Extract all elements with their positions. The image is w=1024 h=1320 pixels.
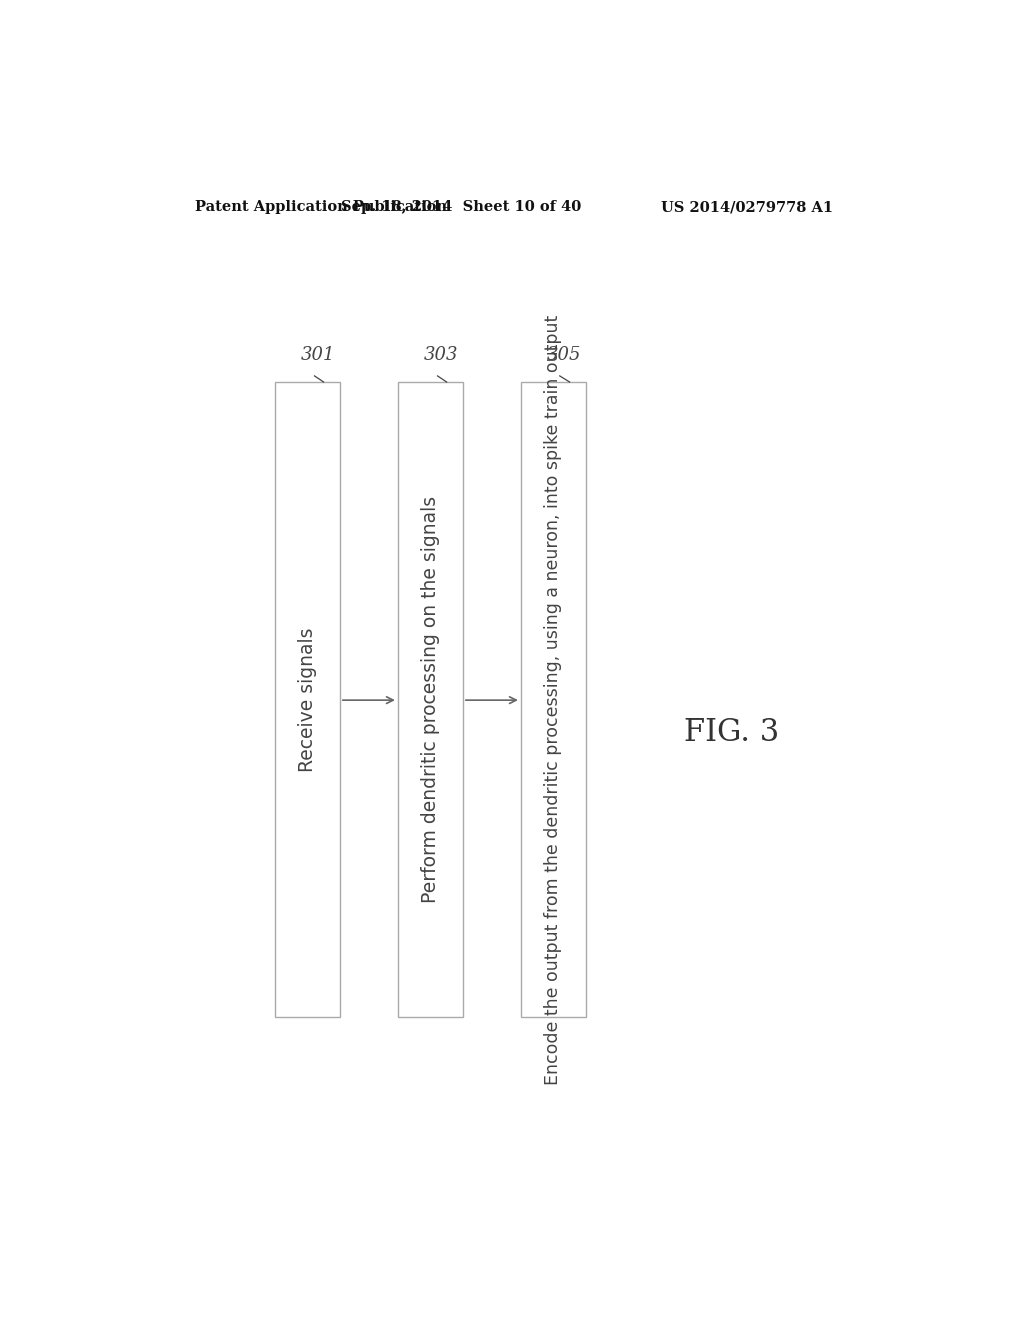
Text: 305: 305: [547, 346, 581, 364]
Text: Patent Application Publication: Patent Application Publication: [196, 201, 447, 214]
Text: 303: 303: [424, 346, 459, 364]
Text: Receive signals: Receive signals: [298, 627, 316, 772]
Text: Perform dendritic processing on the signals: Perform dendritic processing on the sign…: [421, 496, 440, 903]
Bar: [397, 381, 463, 1018]
Bar: [521, 381, 586, 1018]
Text: US 2014/0279778 A1: US 2014/0279778 A1: [660, 201, 834, 214]
Bar: [274, 381, 340, 1018]
Text: Encode the output from the dendritic processing, using a neuron, into spike trai: Encode the output from the dendritic pro…: [545, 314, 562, 1085]
Text: FIG. 3: FIG. 3: [683, 717, 779, 748]
Text: Sep. 18, 2014  Sheet 10 of 40: Sep. 18, 2014 Sheet 10 of 40: [341, 201, 582, 214]
Text: 301: 301: [301, 346, 336, 364]
